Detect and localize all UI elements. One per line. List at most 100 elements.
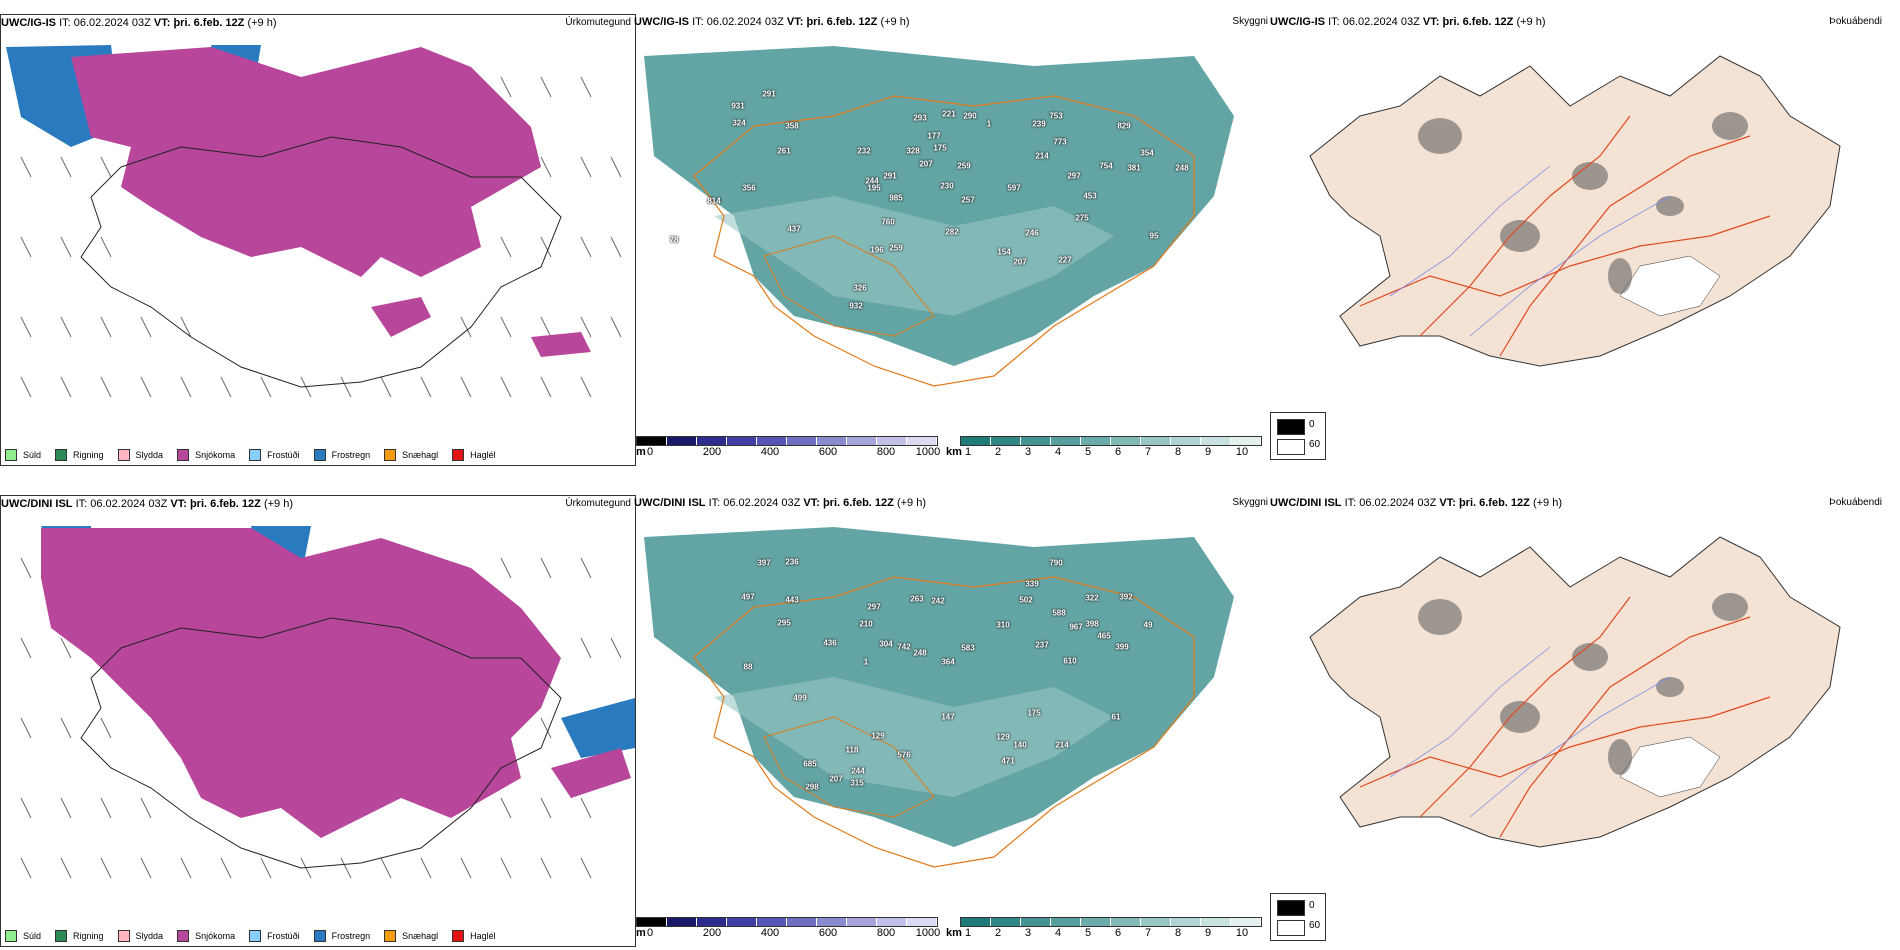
precip-map (6, 45, 622, 398)
visibility-label: 339 (1025, 579, 1039, 589)
visibility-label: 324 (732, 118, 746, 128)
visibility-label: 588 (1052, 608, 1066, 618)
panel-header: UWC/IG-IS IT: 06.02.2024 03Z VT: þri. 6.… (634, 16, 910, 28)
visibility-label: 358 (785, 121, 799, 131)
legend-item: Rigning (55, 449, 104, 461)
visibility-label: 437 (787, 224, 801, 234)
visibility-m-scale: m 0 200 400 600 800 1000 (636, 917, 940, 939)
legend-item: Haglél (452, 930, 496, 942)
visibility-label: 118 (845, 745, 859, 755)
visibility-label: 1 (986, 119, 992, 129)
visibility-label: 282 (945, 227, 959, 237)
visibility-label: 829 (1117, 121, 1131, 131)
panel-header: UWC/DINI ISL IT: 06.02.2024 03Z VT: þri.… (1, 498, 293, 510)
visibility-map (644, 527, 1234, 868)
visibility-label: 597 (1007, 183, 1021, 193)
visibility-panel-top: UWC/IG-IS IT: 06.02.2024 03Z VT: þri. 6.… (634, 14, 1270, 464)
visibility-label: 471 (1001, 756, 1015, 766)
visibility-label: 242 (931, 596, 945, 606)
visibility-label: 261 (777, 146, 791, 156)
panel-header: UWC/IG-IS IT: 06.02.2024 03Z VT: þri. 6.… (1270, 16, 1546, 28)
visibility-label: 88 (743, 662, 753, 672)
visibility-label: 207 (1013, 257, 1027, 267)
visibility-label: 443 (785, 595, 799, 605)
visibility-label: 237 (1035, 640, 1049, 650)
visibility-label: 298 (805, 782, 819, 792)
visibility-label: 465 (1097, 631, 1111, 641)
visibility-label: 175 (1027, 708, 1041, 718)
visibility-label: 326 (853, 283, 867, 293)
legend-item: Súld (5, 449, 41, 461)
legend-item: Haglél (452, 449, 496, 461)
visibility-label: 932 (849, 301, 863, 311)
visibility-label: 814 (707, 196, 721, 206)
visibility-label: 753 (1049, 111, 1063, 121)
visibility-label: 502 (1019, 595, 1033, 605)
visibility-label: 232 (857, 146, 871, 156)
visibility-km-scale: km 1 2 3 4 5 6 7 8 9 10 (946, 436, 1262, 458)
visibility-label: 175 (933, 143, 947, 153)
visibility-panel-bottom: UWC/DINI ISL IT: 06.02.2024 03Z VT: þri.… (634, 495, 1270, 945)
visibility-label: 263 (910, 594, 924, 604)
fog-map (1309, 536, 1841, 848)
visibility-label: 497 (741, 592, 755, 602)
visibility-label: 356 (742, 183, 756, 193)
visibility-label: 392 (1119, 592, 1133, 602)
visibility-label: 275 (1075, 213, 1089, 223)
visibility-label: 214 (1055, 740, 1069, 750)
visibility-label: 295 (777, 618, 791, 628)
visibility-label: 236 (785, 557, 799, 567)
legend-item: Rigning (55, 930, 104, 942)
fog-legend: 0 60 (1270, 893, 1326, 941)
visibility-label: 257 (961, 195, 975, 205)
visibility-label: 576 (897, 750, 911, 760)
panel-title: Þokuábendi (1829, 497, 1882, 508)
visibility-label: 227 (1058, 255, 1072, 265)
visibility-label: 304 (879, 639, 893, 649)
visibility-label: 967 (1069, 622, 1083, 632)
visibility-label: 322 (1085, 593, 1099, 603)
visibility-label: 291 (883, 171, 897, 181)
visibility-label: 754 (1099, 161, 1113, 171)
visibility-label: 760 (881, 217, 895, 227)
legend-item: Slydda (117, 449, 163, 461)
visibility-label: 297 (1067, 171, 1081, 181)
legend-item: Snjókoma (177, 930, 235, 942)
visibility-label: 259 (889, 243, 903, 253)
visibility-label: 291 (762, 89, 776, 99)
legend-item: Snæhagl (384, 449, 438, 461)
panel-title: Úrkomutegund (565, 17, 631, 28)
visibility-label: 315 (850, 778, 864, 788)
visibility-label: 207 (829, 774, 843, 784)
visibility-m-scale: m 0 200 400 600 800 1000 (636, 436, 940, 458)
visibility-label: 985 (889, 193, 903, 203)
visibility-label: 399 (1115, 642, 1129, 652)
visibility-label: 248 (1175, 163, 1189, 173)
visibility-label: 328 (906, 146, 920, 156)
fog-panel-bottom: UWC/DINI ISL IT: 06.02.2024 03Z VT: þri.… (1270, 495, 1900, 945)
precip-panel-bottom: UWC/DINI ISL IT: 06.02.2024 03Z VT: þri.… (0, 495, 636, 947)
visibility-label: 773 (1053, 137, 1067, 147)
visibility-label: 140 (1013, 740, 1027, 750)
visibility-labels: 397 236 497 443 295 297 210 263 242 790 … (634, 517, 1270, 927)
visibility-label: 154 (997, 247, 1011, 257)
panel-title: Skyggni (1232, 497, 1268, 508)
visibility-label: 61 (1111, 712, 1121, 722)
visibility-label: 195 (867, 183, 881, 193)
visibility-label: 290 (963, 111, 977, 121)
visibility-label: 436 (823, 638, 837, 648)
visibility-label: 583 (961, 643, 975, 653)
visibility-label: 214 (1035, 151, 1049, 161)
visibility-label: 1 (863, 657, 869, 667)
visibility-label: 354 (1140, 148, 1154, 158)
visibility-label: 610 (1063, 656, 1077, 666)
visibility-label: 381 (1127, 163, 1141, 173)
visibility-label: 95 (1149, 231, 1159, 241)
visibility-label: 931 (731, 101, 745, 111)
precip-legend: Súld Rigning Slydda Snjókoma Frostúði Fr… (5, 449, 496, 461)
visibility-label: 310 (996, 620, 1010, 630)
legend-item: Snæhagl (384, 930, 438, 942)
precip-panel-top: UWC/IG-IS IT: 06.02.2024 03Z VT: þri. 6.… (0, 14, 636, 466)
visibility-label: 364 (941, 657, 955, 667)
legend-item: Frostúði (249, 930, 300, 942)
